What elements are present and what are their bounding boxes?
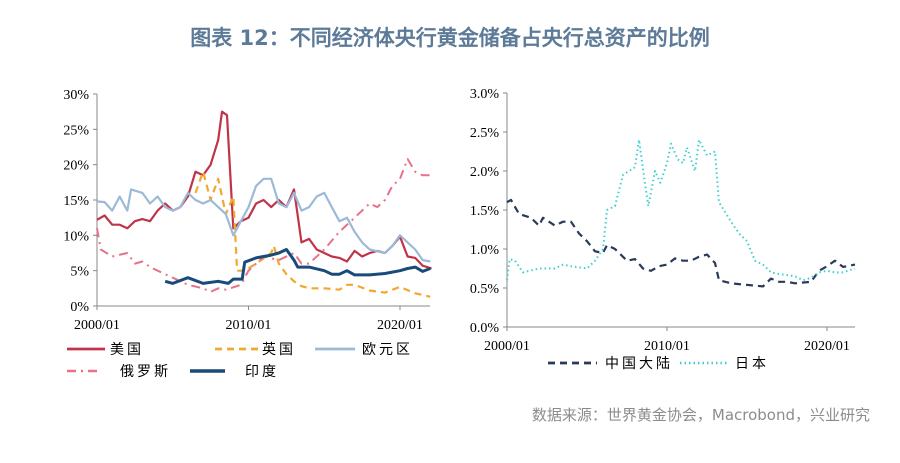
x-tick-label: 2010/01 xyxy=(226,318,272,333)
series-line-2 xyxy=(506,138,856,282)
y-tick-label: 25% xyxy=(63,123,89,138)
series-line-1 xyxy=(506,198,856,288)
x-tick-label: 2020/01 xyxy=(804,339,850,354)
source-note: 数据来源：世界黄金协会，Macrobond，兴业研究 xyxy=(531,406,870,424)
y-tick-label: 1.5% xyxy=(470,204,500,219)
legend-label: 中国大陆 xyxy=(605,356,673,372)
y-tick-label: 2.5% xyxy=(470,126,500,141)
legend-label: 美国 xyxy=(110,342,144,358)
series-line-3 xyxy=(96,177,431,263)
x-tick-label: 2000/01 xyxy=(484,339,530,354)
chart-1: 0% 5% 10% 15% 20% 25% 30% 2000/01 2010/01 2020/01… xyxy=(63,88,432,380)
y-tick-label: 2.0% xyxy=(470,165,500,180)
y-tick-label: 3.0% xyxy=(470,87,500,102)
series-line-1 xyxy=(96,110,432,270)
y-tick-label: 0.5% xyxy=(470,282,500,297)
y-tick-label: 0.0% xyxy=(470,321,500,336)
y-tick-label: 0% xyxy=(70,300,89,315)
legend-label: 俄罗斯 xyxy=(120,364,171,380)
y-tick-label: 5% xyxy=(70,265,89,280)
legend-label: 欧元区 xyxy=(362,342,413,358)
y-tick-label: 15% xyxy=(63,194,89,209)
figure-title: 图表 12：不同经济体央行黄金储备占央行总资产的比例 xyxy=(190,26,710,50)
legend-label: 印度 xyxy=(245,364,279,380)
x-tick-label: 2020/01 xyxy=(377,318,423,333)
y-tick-label: 30% xyxy=(63,88,89,103)
x-tick-label: 2000/01 xyxy=(74,318,120,333)
chart-2: 0.0% 0.5% 1.0% 1.5% 2.0% 2.5% 3.0% 2000/01 2010/… xyxy=(470,87,856,372)
x-tick-label: 2010/01 xyxy=(644,339,690,354)
y-tick-label: 20% xyxy=(63,159,89,174)
series-line-5 xyxy=(164,248,431,285)
y-tick-label: 10% xyxy=(63,229,89,244)
legend-label: 英国 xyxy=(262,341,296,358)
legend-label: 日本 xyxy=(735,356,769,372)
y-tick-label: 1.0% xyxy=(470,243,500,258)
